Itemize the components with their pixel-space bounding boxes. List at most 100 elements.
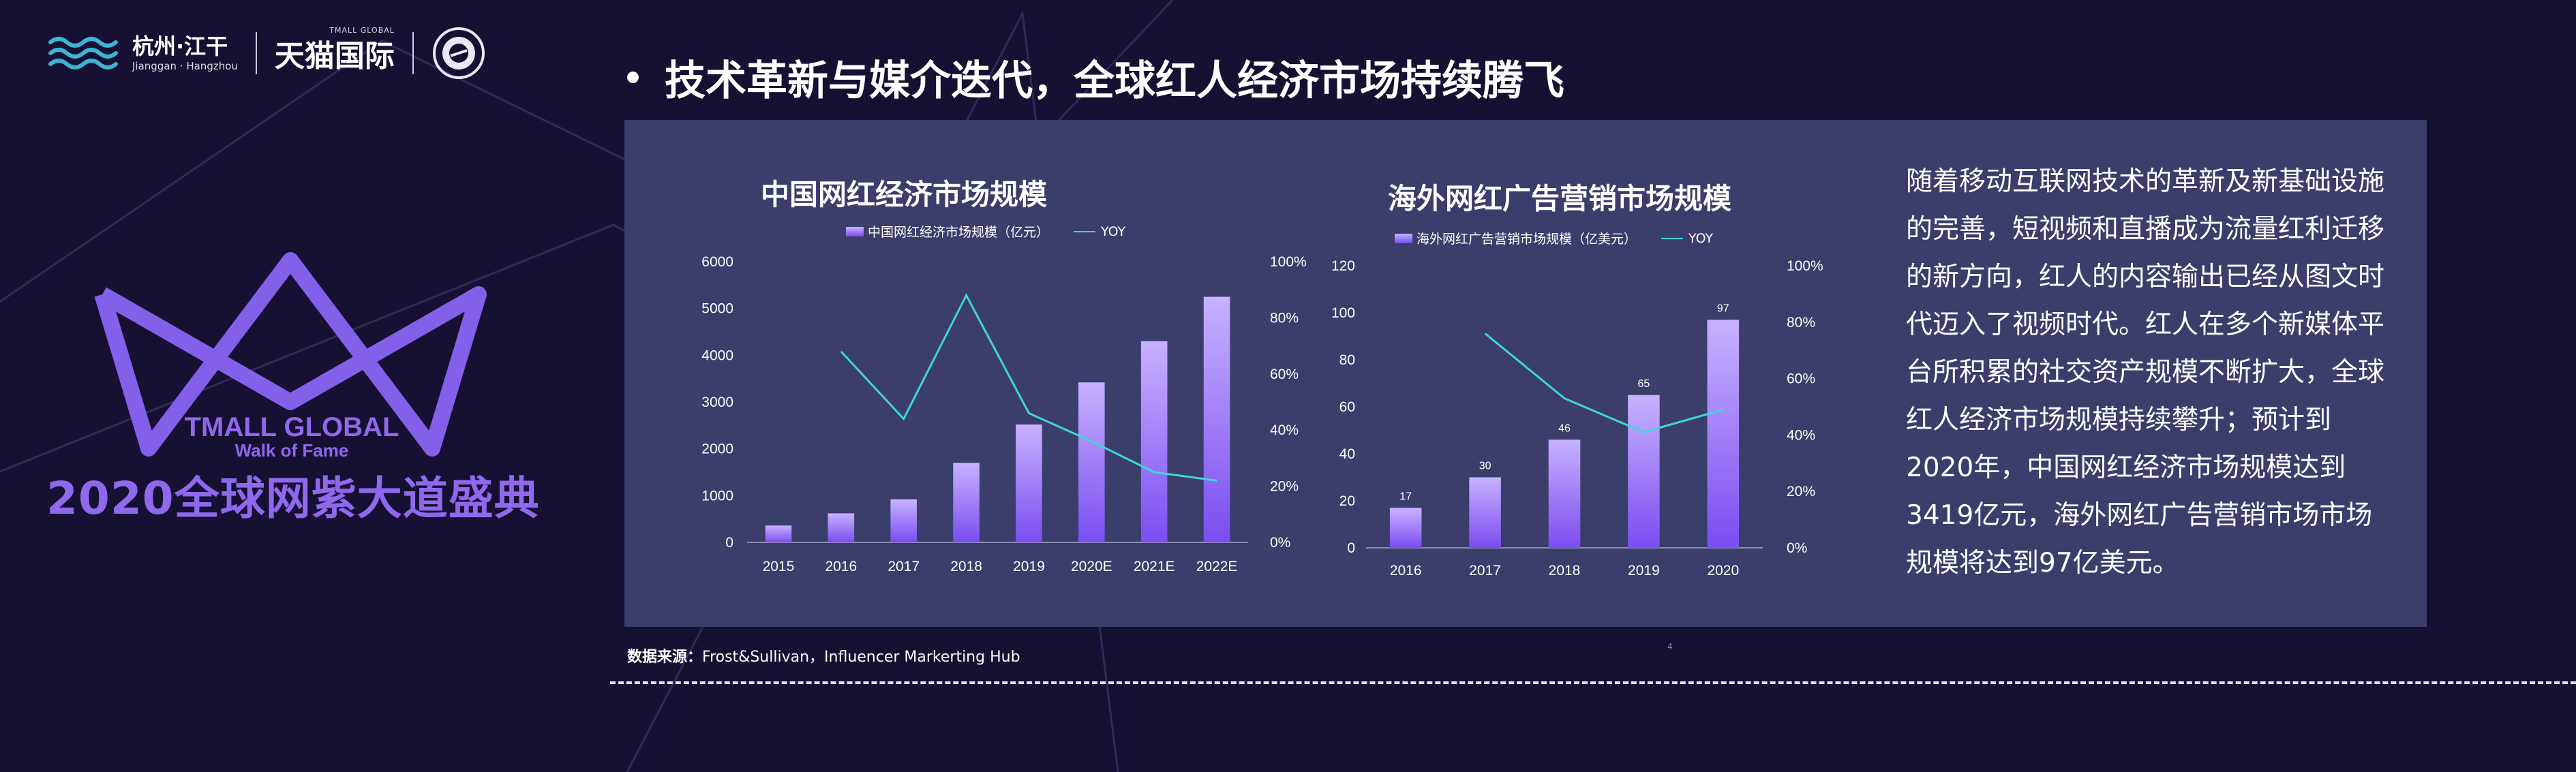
x-tick-label: 2016 [1390,563,1422,578]
round-badge-icon [432,27,485,79]
bar [1707,320,1740,548]
bar [1140,341,1168,542]
chart-plot: 0 1000 2000 3000 4000 5000 6000 0% 20% 40% 60% 80% 1… [701,254,1307,574]
x-tick-label: 2020 [1707,563,1739,578]
data-source-text: Frost&Sullivan，Influencer Markerting Hub [702,649,1020,666]
legend-line-label: YOY [1101,223,1126,239]
y2-tick-label: 0% [1787,540,1807,556]
bar [1469,477,1501,548]
chart-title: 中国网红经济市场规模 [761,178,1048,211]
y-tick-label: 20 [1339,493,1355,509]
china-influencer-chart: 中国网红经济市场规模 中国网红经济市场规模（亿元） YOY 0 1000 2000 3… [652,120,1333,627]
y-tick-label: 3000 [701,395,733,410]
bar-data-label: 46 [1558,422,1571,434]
legend-bar-swatch [846,226,864,236]
event-title: 2020全球网紫大道盛典 [46,472,540,525]
legend-bar-swatch [1395,233,1412,243]
bar-data-label: 97 [1717,303,1729,314]
bullet-icon [627,72,639,83]
yoy-line [840,293,1217,482]
yoy-line [1484,333,1724,433]
legend-line-label: YOY [1688,230,1714,246]
y-tick-label: 5000 [701,301,733,317]
y2-tick-label: 60% [1270,367,1299,382]
bar [828,513,855,542]
chart-legend: 海外网红广告营销市场规模（亿美元） YOY [1395,229,1713,247]
x-tick-label: 2022E [1196,559,1238,574]
x-tick-label: 2019 [1628,563,1660,578]
page-number: 4 [1667,642,1673,651]
dashed-divider [610,681,2576,684]
bar [1016,424,1042,542]
content-panel: 中国网红经济市场规模 中国网红经济市场规模（亿元） YOY 0 1000 2000 3… [624,120,2427,627]
crown-line2: Walk of Fame [235,440,349,461]
bar [890,499,917,542]
chart-title: 海外网红广告营销市场规模 [1388,182,1732,215]
tmall-logo-subtext: TMALL GLOBAL [329,26,395,35]
bar [1078,382,1105,542]
hangzhou-jianggan-logo: 杭州·江干 Jianggan · Hangzhou [48,34,238,72]
legend-bar-label: 海外网红广告营销市场规模（亿美元） [1416,232,1637,247]
y-tick-label: 0 [1347,540,1355,556]
bar-data-label: 30 [1479,461,1491,472]
y-tick-label: 4000 [701,348,733,363]
bar [1548,439,1581,548]
y-tick-label: 2000 [701,442,733,457]
logo-bar: 杭州·江干 Jianggan · Hangzhou TMALL GLOBAL 天… [48,26,486,80]
legend-bar-label: 中国网红经济市场规模（亿元） [868,225,1050,240]
y-tick-label: 100 [1331,305,1355,321]
wave-logo-icon [48,37,118,70]
y-tick-label: 40 [1339,446,1355,462]
y2-tick-label: 20% [1787,484,1815,499]
tmall-global-logo: TMALL GLOBAL 天猫国际 [274,26,395,75]
x-tick-label: 2021E [1134,559,1175,574]
y-tick-label: 60 [1339,399,1355,415]
y-tick-label: 120 [1331,258,1355,274]
y2-tick-label: 60% [1787,371,1815,387]
bar [1389,508,1422,548]
data-source: 数据来源：Frost&Sullivan，Influencer Markertin… [627,645,1020,666]
y2-tick-label: 40% [1270,422,1299,438]
tmall-logo-text: 天猫国际 [274,39,395,74]
chart-legend: 中国网红经济市场规模（亿元） YOY [846,222,1125,241]
hangzhou-logo-text: 杭州·江干 [132,33,228,59]
x-tick-label: 2018 [950,559,982,574]
y2-tick-label: 100% [1787,258,1823,274]
y2-tick-label: 80% [1270,310,1299,326]
bar [953,463,980,542]
x-tick-label: 2017 [888,559,920,574]
y-tick-label: 1000 [701,488,733,504]
crown-line1: TMALL GLOBAL [185,412,399,442]
walk-of-fame-crown-logo: TMALL GLOBAL Walk of Fame [94,252,487,461]
chart-plot: 0 20 40 60 80 100 120 0% 20% 40% 60% 80% 100% 2016 17 2… [1331,258,1823,578]
page-heading: 技术革新与媒介迭代，全球红人经济市场持续腾飞 [665,57,1564,105]
legend-line-swatch [1074,230,1096,232]
y-tick-label: 6000 [701,254,733,270]
heading-row: 技术革新与媒介迭代，全球红人经济市场持续腾飞 [627,48,1564,107]
y2-tick-label: 100% [1270,254,1307,270]
y2-tick-label: 20% [1270,479,1299,495]
y2-tick-label: 0% [1270,535,1290,551]
bar-data-label: 17 [1399,491,1412,502]
description-text: 随着移动互联网技术的革新及新基础设施的完善，短视频和直播成为流量红利迁移的新方向… [1906,158,2397,587]
description-paragraph: 随着移动互联网技术的革新及新基础设施的完善，短视频和直播成为流量红利迁移的新方向… [1906,166,2385,578]
x-tick-label: 2016 [825,559,857,574]
overseas-influencer-chart: 海外网红广告营销市场规模 海外网红广告营销市场规模（亿美元） YOY 0 20 40… [1306,120,1885,627]
x-tick-label: 2020E [1071,559,1112,574]
bar [1628,395,1660,548]
bar [1203,296,1230,542]
y2-tick-label: 40% [1787,427,1815,443]
hangzhou-logo-subtext: Jianggan · Hangzhou [132,59,238,72]
x-tick-label: 2017 [1469,563,1501,578]
data-source-label: 数据来源： [627,649,703,666]
logo-divider [255,32,257,74]
x-tick-label: 2018 [1549,563,1581,578]
bar-data-label: 65 [1638,378,1650,390]
bar [765,525,792,542]
x-tick-label: 2019 [1013,559,1045,574]
logo-divider [412,32,414,74]
legend-line-swatch [1661,237,1684,239]
y-tick-label: 80 [1339,352,1355,368]
x-tick-label: 2015 [763,559,795,574]
y-tick-label: 0 [725,535,733,551]
